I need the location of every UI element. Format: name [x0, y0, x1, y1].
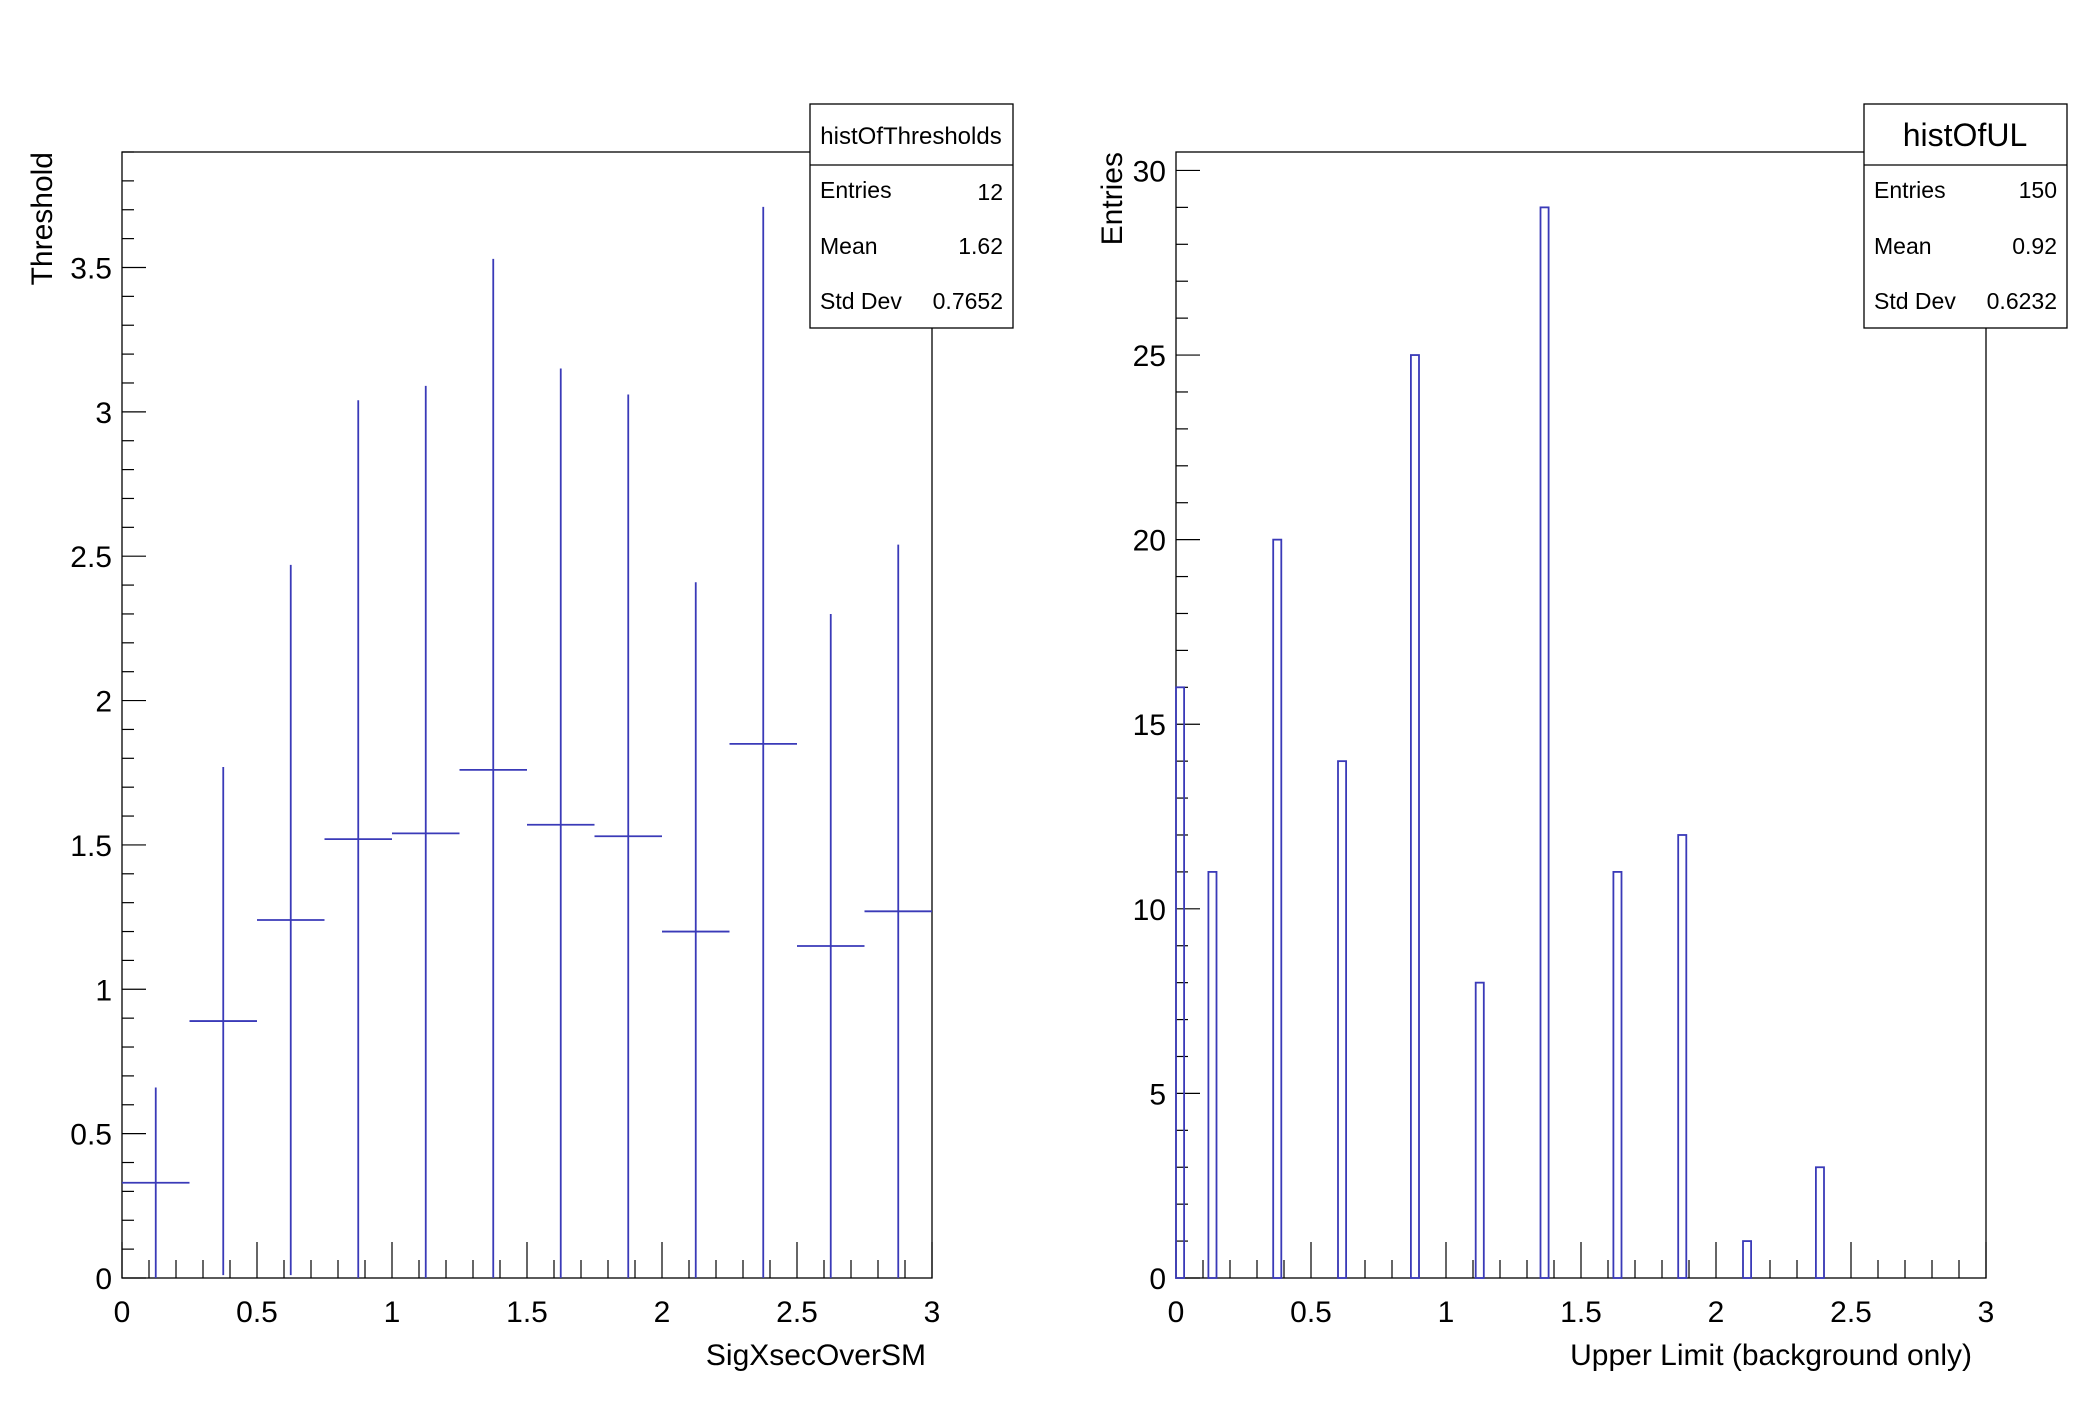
upper-limit-stats-entries-value: 150 [2019, 177, 2057, 203]
upper-limit-y-tick-label: 20 [1133, 525, 1166, 558]
threshold-x-tick-label: 2.5 [776, 1296, 818, 1329]
upper-limit-y-tick-label: 10 [1133, 894, 1166, 927]
threshold-stats-box: histOfThresholds Entries 12 Mean 1.62 St… [809, 103, 1014, 329]
upper-limit-histogram-bar [1815, 1166, 1825, 1279]
threshold-stats-entries-value: 12 [977, 179, 1003, 205]
threshold-x-tick-label: 0 [114, 1296, 131, 1329]
upper-limit-stats-entries-label: Entries [1874, 177, 1946, 203]
upper-limit-y-tick-label: 15 [1133, 709, 1166, 742]
threshold-point [122, 1087, 190, 1278]
threshold-y-tick-label: 0 [95, 1263, 112, 1296]
threshold-y-tick-label: 1.5 [70, 830, 112, 863]
upper-limit-y-axis-ticks: 0 5 10 15 20 25 30 [1133, 155, 1200, 1296]
threshold-x-tick-label: 1 [384, 1296, 401, 1329]
upper-limit-stats-stddev-value: 0.6232 [1987, 288, 2057, 314]
upper-limit-plot: 0 5 10 15 20 25 30 0 0.5 1 1.5 2 2.5 3 Entries Upper… [1096, 103, 2068, 1372]
upper-limit-stats-box: histOfUL Entries 150 Mean 0.92 Std Dev 0… [1863, 103, 2068, 329]
threshold-point [729, 206, 797, 1278]
upper-limit-stats-mean-value: 0.92 [2012, 233, 2057, 259]
threshold-point [324, 400, 392, 1278]
threshold-y-tick-label: 1 [95, 974, 112, 1007]
threshold-stats-mean-label: Mean [820, 233, 878, 259]
upper-limit-x-tick-label: 2.5 [1830, 1296, 1872, 1329]
upper-limit-histogram-bar [1677, 834, 1688, 1279]
threshold-y-tick-label: 3 [95, 397, 112, 430]
upper-limit-histogram-bar [1272, 538, 1283, 1279]
threshold-point [662, 582, 730, 1278]
upper-limit-x-tick-label: 3 [1978, 1296, 1995, 1329]
upper-limit-histogram-bar [1175, 686, 1185, 1279]
threshold-y-tick-label: 2 [95, 686, 112, 719]
upper-limit-y-tick-label: 25 [1133, 340, 1166, 373]
threshold-stats-stddev-label: Std Dev [820, 288, 902, 314]
upper-limit-histogram-bar [1742, 1240, 1752, 1279]
threshold-point [459, 258, 527, 1278]
threshold-y-tick-label: 3.5 [70, 252, 112, 285]
upper-limit-histogram-bar [1474, 981, 1485, 1279]
threshold-point [594, 394, 662, 1278]
upper-limit-y-tick-label: 30 [1133, 155, 1166, 188]
threshold-point [797, 613, 865, 1278]
threshold-y-tick-label: 2.5 [70, 541, 112, 574]
upper-limit-histogram-bar [1539, 206, 1550, 1279]
upper-limit-x-tick-label: 0.5 [1290, 1296, 1332, 1329]
threshold-y-axis-label: Threshold [26, 152, 59, 285]
upper-limit-histogram-bar [1337, 760, 1347, 1279]
upper-limit-histogram-bar [1207, 871, 1218, 1279]
threshold-stats-entries-label: Entries [820, 177, 892, 203]
upper-limit-x-tick-label: 1.5 [1560, 1296, 1602, 1329]
upper-limit-x-axis-ticks: 0 0.5 1 1.5 2 2.5 3 [1168, 1242, 1995, 1329]
upper-limit-histogram-bar [1410, 354, 1420, 1279]
upper-limit-stats-stddev-label: Std Dev [1874, 288, 1956, 314]
threshold-point [257, 564, 325, 1276]
threshold-x-tick-label: 1.5 [506, 1296, 548, 1329]
threshold-point [864, 544, 932, 1278]
threshold-stats-mean-value: 1.62 [958, 233, 1003, 259]
upper-limit-histogram-bars [1175, 206, 1825, 1279]
upper-limit-y-tick-label: 5 [1149, 1078, 1166, 1111]
threshold-stats-title: histOfThresholds [820, 123, 1001, 150]
threshold-point [392, 385, 460, 1278]
upper-limit-y-tick-label: 0 [1149, 1263, 1166, 1296]
upper-limit-histogram-bar [1612, 871, 1623, 1279]
upper-limit-x-tick-label: 0 [1168, 1296, 1185, 1329]
threshold-point [189, 766, 257, 1276]
threshold-error-points [122, 206, 932, 1278]
threshold-x-axis-label: SigXsecOverSM [706, 1339, 926, 1372]
upper-limit-stats-mean-label: Mean [1874, 233, 1932, 259]
upper-limit-x-axis-label: Upper Limit (background only) [1570, 1339, 1972, 1372]
threshold-x-axis-ticks: 0 0.5 1 1.5 2 2.5 3 [114, 1242, 941, 1329]
threshold-x-tick-label: 2 [654, 1296, 671, 1329]
threshold-stats-stddev-value: 0.7652 [933, 288, 1003, 314]
threshold-x-tick-label: 3 [924, 1296, 941, 1329]
upper-limit-x-tick-label: 1 [1438, 1296, 1455, 1329]
threshold-y-axis-ticks: 0 0.5 1 1.5 2 2.5 3 3.5 [70, 151, 146, 1296]
threshold-y-tick-label: 0.5 [70, 1119, 112, 1152]
threshold-x-tick-label: 0.5 [236, 1296, 278, 1329]
upper-limit-stats-title: histOfUL [1903, 117, 2027, 153]
upper-limit-x-tick-label: 2 [1708, 1296, 1725, 1329]
threshold-plot: 0 0.5 1 1.5 2 2.5 3 3.5 0 0.5 1 1.5 2 2.5 3 Threshold… [26, 103, 1014, 1372]
threshold-point [527, 368, 595, 1278]
upper-limit-y-axis-label: Entries [1096, 152, 1129, 245]
